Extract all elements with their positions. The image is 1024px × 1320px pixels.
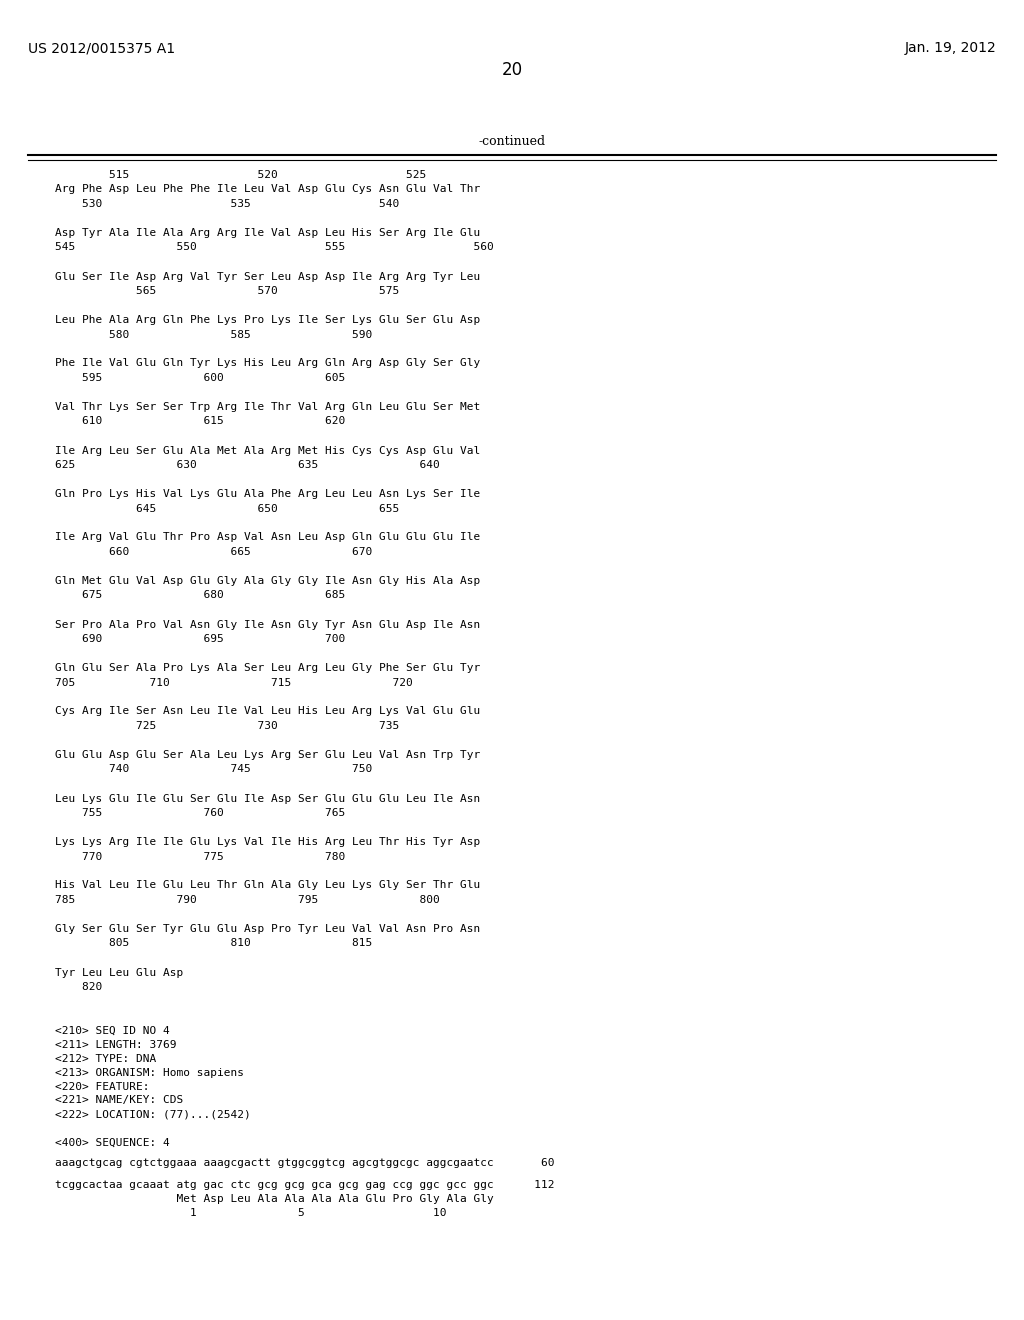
Text: Gln Met Glu Val Asp Glu Gly Ala Gly Gly Ile Asn Gly His Ala Asp: Gln Met Glu Val Asp Glu Gly Ala Gly Gly … [55,576,480,586]
Text: 1               5                   10: 1 5 10 [55,1208,446,1217]
Text: Jan. 19, 2012: Jan. 19, 2012 [904,41,996,55]
Text: Glu Glu Asp Glu Ser Ala Leu Lys Arg Ser Glu Leu Val Asn Trp Tyr: Glu Glu Asp Glu Ser Ala Leu Lys Arg Ser … [55,750,480,760]
Text: Cys Arg Ile Ser Asn Leu Ile Val Leu His Leu Arg Lys Val Glu Glu: Cys Arg Ile Ser Asn Leu Ile Val Leu His … [55,706,480,717]
Text: 20: 20 [502,61,522,79]
Text: 820: 820 [55,982,102,993]
Text: Leu Lys Glu Ile Glu Ser Glu Ile Asp Ser Glu Glu Glu Leu Ile Asn: Leu Lys Glu Ile Glu Ser Glu Ile Asp Ser … [55,793,480,804]
Text: Ser Pro Ala Pro Val Asn Gly Ile Asn Gly Tyr Asn Glu Asp Ile Asn: Ser Pro Ala Pro Val Asn Gly Ile Asn Gly … [55,619,480,630]
Text: <213> ORGANISM: Homo sapiens: <213> ORGANISM: Homo sapiens [55,1068,244,1077]
Text: <400> SEQUENCE: 4: <400> SEQUENCE: 4 [55,1138,170,1147]
Text: Phe Ile Val Glu Gln Tyr Lys His Leu Arg Gln Arg Asp Gly Ser Gly: Phe Ile Val Glu Gln Tyr Lys His Leu Arg … [55,359,480,368]
Text: 595               600               605: 595 600 605 [55,374,345,383]
Text: Gln Glu Ser Ala Pro Lys Ala Ser Leu Arg Leu Gly Phe Ser Glu Tyr: Gln Glu Ser Ala Pro Lys Ala Ser Leu Arg … [55,663,480,673]
Text: 675               680               685: 675 680 685 [55,590,345,601]
Text: aaagctgcag cgtctggaaa aaagcgactt gtggcggtcg agcgtggcgc aggcgaatcc       60: aaagctgcag cgtctggaaa aaagcgactt gtggcgg… [55,1159,555,1168]
Text: 610               615               620: 610 615 620 [55,417,345,426]
Text: Val Thr Lys Ser Ser Trp Arg Ile Thr Val Arg Gln Leu Glu Ser Met: Val Thr Lys Ser Ser Trp Arg Ile Thr Val … [55,403,480,412]
Text: 645               650               655: 645 650 655 [55,503,399,513]
Text: 530                   535                   540: 530 535 540 [55,199,399,209]
Text: <210> SEQ ID NO 4: <210> SEQ ID NO 4 [55,1026,170,1035]
Text: Glu Ser Ile Asp Arg Val Tyr Ser Leu Asp Asp Ile Arg Arg Tyr Leu: Glu Ser Ile Asp Arg Val Tyr Ser Leu Asp … [55,272,480,281]
Text: <211> LENGTH: 3769: <211> LENGTH: 3769 [55,1040,176,1049]
Text: Met Asp Leu Ala Ala Ala Ala Glu Pro Gly Ala Gly: Met Asp Leu Ala Ala Ala Ala Glu Pro Gly … [55,1193,494,1204]
Text: 660               665               670: 660 665 670 [55,546,373,557]
Text: His Val Leu Ile Glu Leu Thr Gln Ala Gly Leu Lys Gly Ser Thr Glu: His Val Leu Ile Glu Leu Thr Gln Ala Gly … [55,880,480,891]
Text: <212> TYPE: DNA: <212> TYPE: DNA [55,1053,157,1064]
Text: US 2012/0015375 A1: US 2012/0015375 A1 [28,41,175,55]
Text: Asp Tyr Ala Ile Ala Arg Arg Ile Val Asp Leu His Ser Arg Ile Glu: Asp Tyr Ala Ile Ala Arg Arg Ile Val Asp … [55,228,480,238]
Text: 770               775               780: 770 775 780 [55,851,345,862]
Text: tcggcactaa gcaaat atg gac ctc gcg gcg gca gcg gag ccg ggc gcc ggc      112: tcggcactaa gcaaat atg gac ctc gcg gcg gc… [55,1180,555,1189]
Text: Ile Arg Leu Ser Glu Ala Met Ala Arg Met His Cys Cys Asp Glu Val: Ile Arg Leu Ser Glu Ala Met Ala Arg Met … [55,446,480,455]
Text: 740               745               750: 740 745 750 [55,764,373,775]
Text: Arg Phe Asp Leu Phe Phe Ile Leu Val Asp Glu Cys Asn Glu Val Thr: Arg Phe Asp Leu Phe Phe Ile Leu Val Asp … [55,185,480,194]
Text: 565               570               575: 565 570 575 [55,286,399,296]
Text: 625               630               635               640: 625 630 635 640 [55,459,439,470]
Text: Lys Lys Arg Ile Ile Glu Lys Val Ile His Arg Leu Thr His Tyr Asp: Lys Lys Arg Ile Ile Glu Lys Val Ile His … [55,837,480,847]
Text: -continued: -continued [478,135,546,148]
Text: 785               790               795               800: 785 790 795 800 [55,895,439,906]
Text: <222> LOCATION: (77)...(2542): <222> LOCATION: (77)...(2542) [55,1110,251,1119]
Text: 690               695               700: 690 695 700 [55,634,345,644]
Text: 515                   520                   525: 515 520 525 [55,170,426,180]
Text: Gln Pro Lys His Val Lys Glu Ala Phe Arg Leu Leu Asn Lys Ser Ile: Gln Pro Lys His Val Lys Glu Ala Phe Arg … [55,488,480,499]
Text: Gly Ser Glu Ser Tyr Glu Glu Asp Pro Tyr Leu Val Val Asn Pro Asn: Gly Ser Glu Ser Tyr Glu Glu Asp Pro Tyr … [55,924,480,935]
Text: <220> FEATURE:: <220> FEATURE: [55,1081,150,1092]
Text: Ile Arg Val Glu Thr Pro Asp Val Asn Leu Asp Gln Glu Glu Glu Ile: Ile Arg Val Glu Thr Pro Asp Val Asn Leu … [55,532,480,543]
Text: <221> NAME/KEY: CDS: <221> NAME/KEY: CDS [55,1096,183,1106]
Text: 755               760               765: 755 760 765 [55,808,345,818]
Text: Tyr Leu Leu Glu Asp: Tyr Leu Leu Glu Asp [55,968,183,978]
Text: 545               550                   555                   560: 545 550 555 560 [55,243,494,252]
Text: 705           710               715               720: 705 710 715 720 [55,677,413,688]
Text: 725               730               735: 725 730 735 [55,721,399,731]
Text: Leu Phe Ala Arg Gln Phe Lys Pro Lys Ile Ser Lys Glu Ser Glu Asp: Leu Phe Ala Arg Gln Phe Lys Pro Lys Ile … [55,315,480,325]
Text: 580               585               590: 580 585 590 [55,330,373,339]
Text: 805               810               815: 805 810 815 [55,939,373,949]
